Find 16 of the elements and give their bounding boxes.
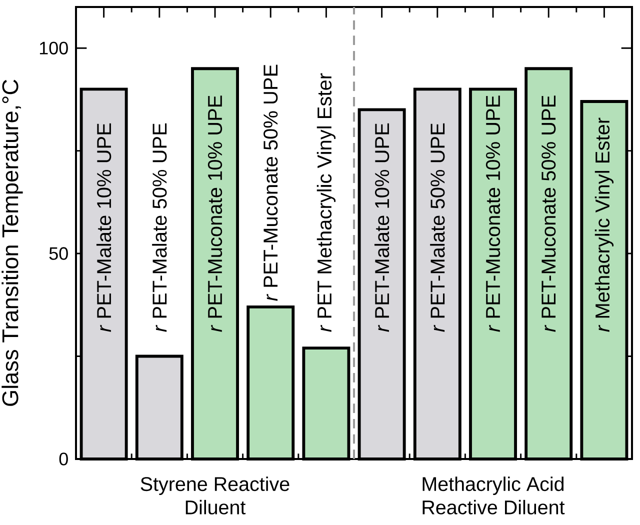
x-tick-label: r PET-Malate 50% UPE	[430, 123, 445, 332]
x-tick-label: r PET-Muconate 50% UPE	[542, 96, 556, 332]
x-tick-label: r PET-Malate 10% UPE	[374, 123, 390, 332]
x-tick-label: r Methacrylic Vinyl Ester	[594, 118, 614, 332]
text: Methacrylic Acid Reactive Diluent	[422, 476, 565, 514]
x-tick-label: r PET-Muconate 50% UPE	[264, 64, 278, 301]
x-tick-label: r PET-Muconate 10% UPE	[208, 96, 222, 332]
y-axis-title: Glass Transition Temperature,°C	[2, 80, 23, 406]
x-tick-label: r PET Methacrylic Vinyl Ester	[316, 73, 336, 332]
y-tick-label: 50	[49, 247, 68, 260]
y-tick-label: 100	[40, 42, 68, 54]
text: Styrene Reactive Diluent	[140, 476, 290, 514]
y-tick-label: 0	[59, 452, 68, 466]
x-tick-label: r PET-Malate 50% UPE	[152, 123, 167, 332]
x-tick-label: r PET-Muconate 10% UPE	[486, 96, 500, 332]
x-tick-label: r PET-Malate 10% UPE	[96, 123, 112, 332]
